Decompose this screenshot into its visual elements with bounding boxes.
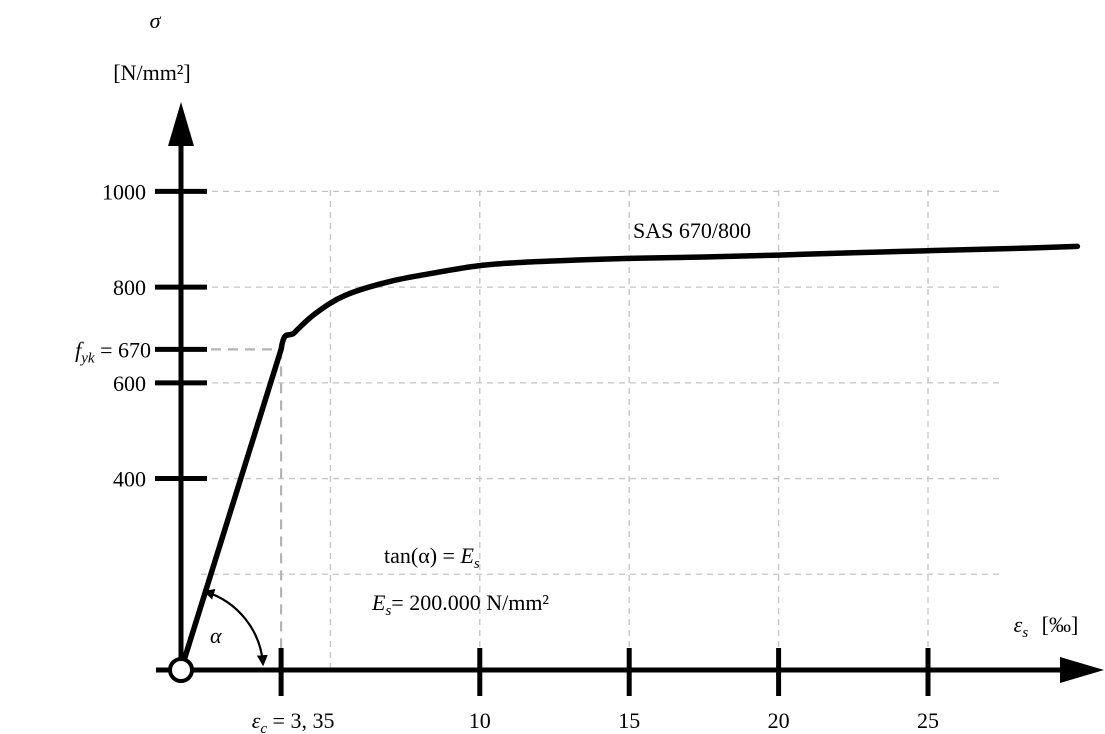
series-line-sas-670-800 bbox=[178, 243, 1081, 673]
x-tick-label-3.35: εc = 3, 35 bbox=[252, 708, 335, 734]
y-axis-symbol: σ bbox=[150, 8, 162, 33]
y-tick-label-600: 600 bbox=[113, 371, 146, 396]
yield-value: = 670 bbox=[95, 337, 151, 362]
y-tick-label-400: 400 bbox=[113, 467, 146, 492]
x-tick-labels: εc = 3, 35 10 15 20 25 bbox=[252, 708, 939, 734]
annotation-symbol: E bbox=[371, 590, 386, 615]
annotation-prefix: tan(α) = bbox=[384, 543, 460, 568]
x-axis-unit: [‰] bbox=[1042, 612, 1079, 637]
y-tick-labels: 400 600 800 1000 fyk = 670 bbox=[75, 179, 151, 491]
yield-subscript: yk bbox=[79, 350, 95, 366]
strain-symbol: ε bbox=[252, 708, 261, 733]
series-label: SAS 670/800 bbox=[633, 218, 751, 243]
y-tick-label-yield: fyk = 670 bbox=[75, 337, 151, 366]
strain-subscript: c bbox=[260, 721, 267, 734]
x-axis-subscript: s bbox=[1022, 625, 1028, 641]
strain-value: = 3, 35 bbox=[267, 708, 334, 733]
x-tick-label-15: 15 bbox=[618, 708, 640, 733]
x-axis-label: εs [‰] bbox=[1014, 612, 1079, 642]
tangent-annotation: tan(α) = Es bbox=[384, 543, 480, 572]
grid-layer bbox=[201, 190, 1000, 670]
tick-layer bbox=[155, 188, 931, 696]
annotation-rest: = 200.000 N/mm² bbox=[391, 590, 549, 615]
guide-layer bbox=[211, 348, 283, 648]
modulus-annotation: Es= 200.000 N/mm² bbox=[371, 590, 549, 619]
yield-symbol: f bbox=[75, 337, 84, 362]
origin-marker bbox=[168, 657, 194, 683]
y-tick-label-800: 800 bbox=[113, 275, 146, 300]
annotation-subscript: s bbox=[474, 556, 480, 572]
x-tick-label-20: 20 bbox=[768, 708, 790, 733]
annotation-symbol: E bbox=[459, 543, 474, 568]
y-tick-label-1000: 1000 bbox=[102, 179, 146, 204]
angle-arc bbox=[203, 589, 268, 667]
x-tick-label-10: 10 bbox=[469, 708, 491, 733]
y-axis-unit: [N/mm²] bbox=[113, 60, 190, 85]
y-axis-arrowhead bbox=[168, 102, 194, 146]
annotation-subscript: s bbox=[385, 603, 391, 619]
angle-label: α bbox=[210, 623, 222, 648]
x-tick-label-25: 25 bbox=[917, 708, 939, 733]
x-axis-arrowhead bbox=[1060, 657, 1104, 683]
x-axis-symbol: ε bbox=[1014, 612, 1023, 637]
